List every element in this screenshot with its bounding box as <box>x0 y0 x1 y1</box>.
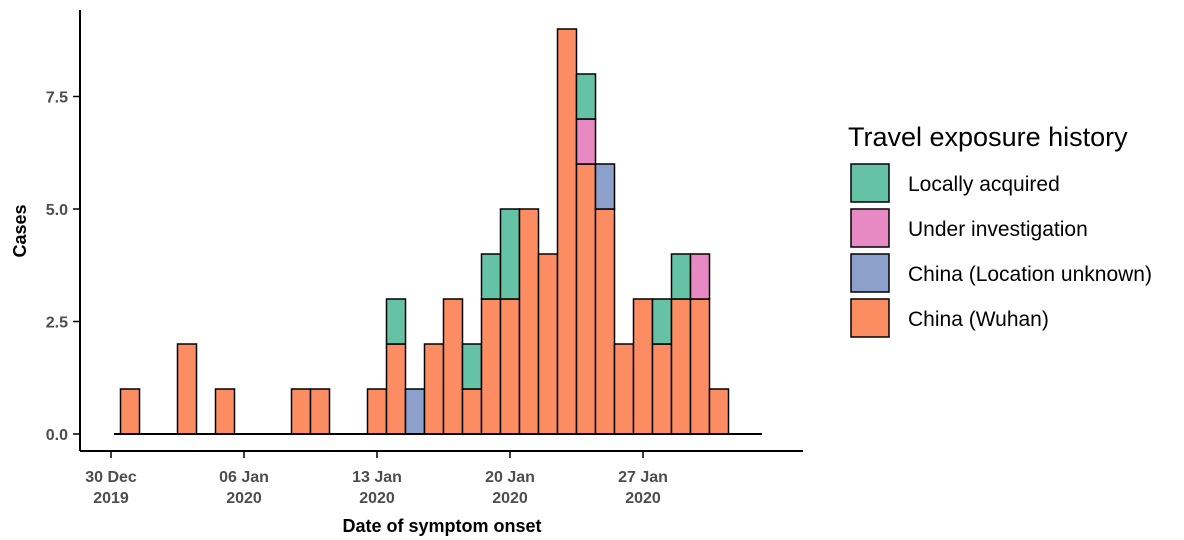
legend-swatch <box>850 253 890 293</box>
legend-swatch <box>850 208 890 248</box>
legend-entries: Locally acquired Under investigation China… <box>850 163 1152 338</box>
bar-segment <box>708 388 730 435</box>
legend-label: China (Wuhan) <box>908 308 1049 331</box>
bar-segment <box>461 343 483 390</box>
bar-segment <box>575 73 597 120</box>
bar-segment <box>651 298 673 345</box>
bar-segment <box>309 388 331 435</box>
bar-segment <box>575 163 597 435</box>
y-axis-title: Cases <box>10 204 30 257</box>
bar-segment <box>537 253 559 435</box>
bar-segment <box>480 253 502 300</box>
legend-label: Under investigation <box>908 218 1088 241</box>
x-tick-label: 30 Dec <box>85 469 137 486</box>
bar-segment <box>670 298 692 435</box>
bar-segment <box>480 298 502 435</box>
y-tick-label: 0.0 <box>46 427 68 444</box>
bar-segment <box>366 388 388 435</box>
bar-segment <box>575 118 597 165</box>
axes <box>79 10 803 452</box>
legend: Travel exposure history Locally acquired… <box>848 122 1152 338</box>
bar-segment <box>518 208 540 435</box>
bar-segment <box>594 163 616 210</box>
y-tick-label: 5.0 <box>46 202 68 219</box>
legend-swatch <box>850 163 890 203</box>
bar-segment <box>119 388 141 435</box>
bar-segment <box>404 388 426 435</box>
bar-segment <box>423 343 445 435</box>
y-tick-label: 2.5 <box>46 315 68 332</box>
x-tick-year-label: 2019 <box>93 490 129 507</box>
x-tick-year-label: 2020 <box>625 490 661 507</box>
legend-swatch <box>850 298 890 338</box>
bar-segment <box>651 343 673 435</box>
bar-segment <box>499 208 521 300</box>
bar-segment <box>632 298 654 435</box>
bar-segment <box>442 298 464 435</box>
x-tick-label: 27 Jan <box>618 469 668 486</box>
x-axis-title: Date of symptom onset <box>342 516 541 536</box>
bar-segment <box>461 388 483 435</box>
bar-segment <box>499 298 521 435</box>
y-ticks: 0.0 2.5 5.0 7.5 <box>46 90 80 444</box>
x-tick-label: 06 Jan <box>219 469 269 486</box>
x-tick-year-label: 2020 <box>226 490 262 507</box>
bar-segment <box>689 298 711 435</box>
bar-segment <box>689 253 711 300</box>
bar-segment <box>290 388 312 435</box>
x-tick-label: 13 Jan <box>352 469 402 486</box>
bar-segment <box>670 253 692 300</box>
bar-segment <box>385 298 407 345</box>
bar-segment <box>613 343 635 435</box>
x-tick-year-label: 2020 <box>359 490 395 507</box>
x-tick-year-label: 2020 <box>492 490 528 507</box>
legend-label: Locally acquired <box>908 173 1060 196</box>
y-tick-label: 7.5 <box>46 90 68 107</box>
bar-segment <box>176 343 198 435</box>
legend-label: China (Location unknown) <box>908 263 1152 286</box>
x-ticks: 30 Dec 2019 06 Jan 2020 13 Jan 2020 20 Jan 2020… <box>85 451 668 507</box>
bar-segment <box>594 208 616 435</box>
bar-segment <box>214 388 236 435</box>
bar-layer <box>119 28 730 435</box>
legend-title: Travel exposure history <box>848 122 1128 152</box>
bar-segment <box>556 28 578 435</box>
bar-segment <box>385 343 407 435</box>
x-tick-label: 20 Jan <box>485 469 535 486</box>
